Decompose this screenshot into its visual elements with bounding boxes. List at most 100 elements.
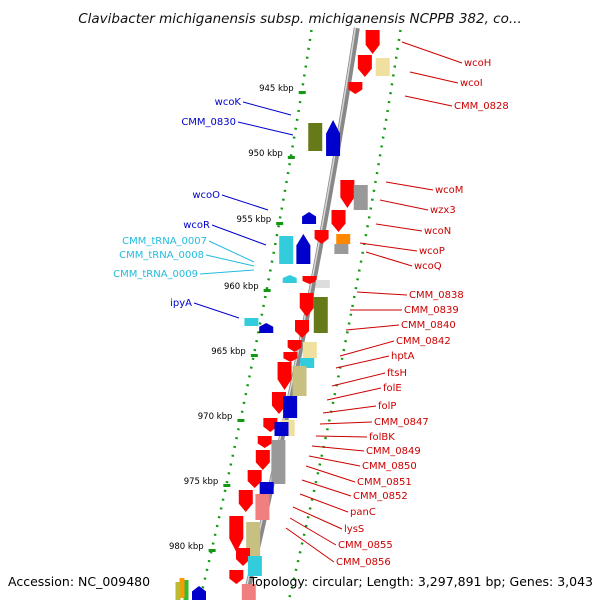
gene-feature-20	[313, 297, 328, 333]
gene-feature-29	[292, 366, 307, 396]
outer-dotted-track	[287, 29, 402, 600]
right-leader-2	[409, 71, 459, 84]
tick-label-8: 980 kbp	[169, 542, 204, 552]
left-label-4: wcoR	[183, 220, 210, 231]
map-title: Clavibacter michiganensis subsp. michiga…	[78, 11, 522, 27]
right-label-1: wcoH	[464, 58, 491, 69]
right-label-17: CMM_0847	[374, 417, 429, 428]
gene-feature-46	[229, 570, 244, 584]
gc-skew-dotted-tracks	[198, 29, 402, 600]
right-leader-26	[285, 527, 335, 563]
tick-mark-1	[298, 91, 306, 94]
left-label-3: wcoO	[192, 190, 220, 201]
gene-feature-35	[274, 422, 289, 436]
gene-feature-15	[296, 234, 311, 264]
tick-mark-5	[250, 354, 258, 357]
tick-label-4: 960 kbp	[224, 282, 259, 292]
gene-feature-47	[241, 584, 256, 600]
gene-features	[175, 30, 390, 600]
gene-feature-21	[295, 320, 310, 338]
gene-feature-31	[283, 396, 298, 418]
left-leader-3	[221, 194, 269, 211]
gene-feature-44	[236, 548, 251, 566]
right-leader-18	[315, 435, 368, 438]
tick-mark-3	[276, 222, 284, 225]
right-label-6: wcoN	[424, 226, 451, 237]
right-leader-16	[322, 405, 377, 414]
left-label-7: CMM_tRNA_0009	[113, 269, 198, 280]
tick-label-6: 970 kbp	[198, 412, 233, 422]
gene-feature-4	[348, 82, 363, 94]
left-label-8: ipyA	[170, 298, 192, 309]
right-label-2: wcoI	[460, 78, 483, 89]
gene-feature-6	[326, 120, 341, 156]
inner-dotted-track	[198, 29, 313, 600]
tick-label-5: 965 kbp	[211, 347, 246, 357]
gene-feature-34	[257, 436, 272, 448]
right-label-20: CMM_0850	[362, 461, 417, 472]
gene-feature-9	[331, 210, 346, 232]
left-label-2: CMM_0830	[181, 117, 236, 128]
position-ticks: 945 kbp 950 kbp 955 kbp 960 kbp 965 kbp 970 k…	[169, 84, 306, 552]
right-leader-9	[356, 291, 408, 296]
gene-feature-43	[246, 522, 261, 556]
gene-feature-13	[334, 244, 349, 254]
gene-feature-23	[259, 323, 274, 333]
gene-feature-24	[287, 340, 302, 352]
gene-feature-45	[247, 556, 262, 576]
tick-mark-4	[263, 289, 271, 292]
gene-feature-39	[259, 482, 274, 494]
right-label-15: folE	[383, 383, 402, 394]
right-label-3: CMM_0828	[454, 101, 509, 112]
left-leader-2	[237, 121, 294, 136]
right-leader-24	[292, 506, 343, 530]
right-label-9: CMM_0838	[409, 290, 464, 301]
gene-feature-32	[263, 418, 278, 432]
bottom-strip-3	[175, 582, 181, 600]
gene-feature-17	[302, 276, 317, 284]
tick-mark-7	[223, 484, 231, 487]
bottom-strip-2	[179, 578, 185, 598]
gene-feature-37	[271, 440, 286, 484]
right-label-12: CMM_0842	[396, 336, 451, 347]
gene-feature-38	[247, 470, 262, 488]
left-leader-6	[205, 254, 255, 267]
gene-feature-8	[353, 185, 368, 210]
right-leader-25	[289, 517, 337, 546]
gene-feature-10	[302, 212, 317, 224]
gene-feature-28	[277, 362, 292, 390]
gene-feature-7	[340, 180, 355, 208]
right-gene-labels: wcoH wcoI CMM_0828 wcoM wzx3 wcoN wcoP wcoQ CMM_…	[285, 41, 509, 568]
left-leader-7	[199, 269, 255, 275]
tick-label-7: 975 kbp	[184, 477, 219, 487]
gene-feature-36	[255, 450, 270, 470]
left-leader-4	[211, 224, 267, 246]
bottom-blue-arrow	[192, 586, 206, 600]
right-leader-8	[365, 251, 413, 267]
left-label-6: CMM_tRNA_0008	[119, 250, 204, 261]
right-leader-20	[308, 455, 361, 467]
gene-feature-40	[238, 490, 253, 512]
gene-feature-26	[300, 358, 315, 368]
left-leader-1	[242, 101, 292, 116]
tick-label-2: 950 kbp	[248, 149, 283, 159]
right-leader-7	[359, 242, 418, 252]
right-leader-17	[319, 421, 373, 425]
right-label-19: CMM_0849	[366, 446, 421, 457]
accession-text: Accession: NC_009480	[8, 574, 150, 589]
gene-feature-30	[271, 392, 286, 414]
right-leader-6	[375, 223, 423, 232]
gene-feature-12	[336, 234, 351, 244]
right-label-5: wzx3	[430, 205, 456, 216]
right-label-22: CMM_0852	[353, 491, 408, 502]
right-leader-22	[301, 479, 352, 497]
right-label-25: CMM_0855	[338, 540, 393, 551]
right-label-14: ftsH	[387, 368, 407, 379]
gene-feature-22	[244, 318, 259, 326]
left-label-1: wcoK	[215, 97, 242, 108]
right-label-23: panC	[350, 507, 376, 518]
right-leader-5	[379, 199, 429, 211]
right-leader-1	[401, 41, 463, 64]
right-leader-13	[335, 355, 390, 369]
